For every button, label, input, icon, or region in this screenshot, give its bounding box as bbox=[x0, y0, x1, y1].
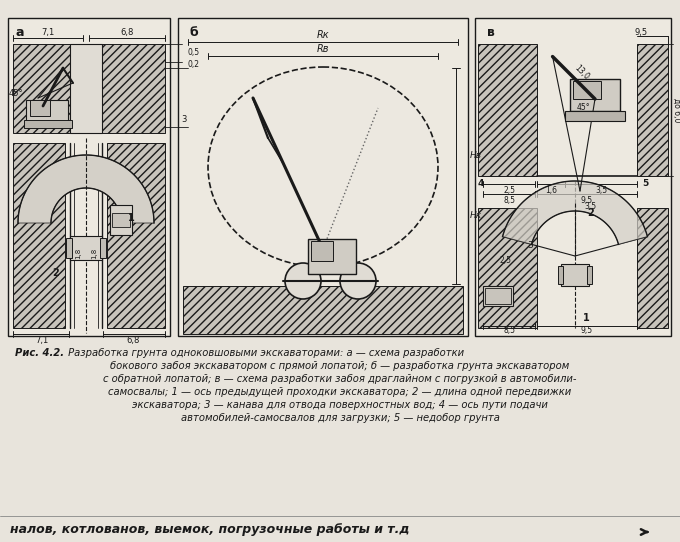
Text: 3: 3 bbox=[182, 114, 187, 124]
Text: 1: 1 bbox=[583, 313, 590, 323]
Text: 13,0: 13,0 bbox=[573, 63, 591, 82]
Polygon shape bbox=[478, 208, 537, 328]
Bar bbox=[558, 266, 563, 284]
Bar bbox=[308, 239, 356, 274]
Text: Нв: Нв bbox=[470, 152, 482, 160]
Polygon shape bbox=[637, 208, 668, 328]
Text: самосвалы; 1 — ось предыдущей проходки экскаватора; 2 — длина одной передвижки: самосвалы; 1 — ось предыдущей проходки э… bbox=[108, 387, 572, 397]
Text: б: б bbox=[190, 26, 199, 39]
Text: Rк: Rк bbox=[317, 30, 329, 40]
Bar bbox=[66, 238, 72, 258]
Polygon shape bbox=[13, 143, 65, 328]
Bar bbox=[475, 18, 671, 336]
Bar bbox=[100, 238, 106, 258]
Bar bbox=[483, 286, 513, 306]
Text: бокового забоя экскаватором с прямой лопатой; б — разработка грунта экскаватором: бокового забоя экскаватором с прямой лоп… bbox=[110, 361, 570, 371]
Bar bbox=[565, 111, 625, 121]
Text: налов, котлованов, выемок, погрузочные работы и т.д: налов, котлованов, выемок, погрузочные р… bbox=[10, 524, 409, 537]
Bar bbox=[112, 213, 130, 227]
Text: Rв: Rв bbox=[317, 44, 329, 54]
Bar bbox=[561, 264, 589, 286]
Polygon shape bbox=[13, 44, 70, 133]
Text: 1,8: 1,8 bbox=[91, 247, 97, 259]
Text: 9,5: 9,5 bbox=[634, 28, 647, 36]
Text: с обратной лопатой; в — схема разработки забоя драглайном с погрузкой в автомоби: с обратной лопатой; в — схема разработки… bbox=[103, 374, 577, 384]
Polygon shape bbox=[637, 44, 668, 176]
Polygon shape bbox=[102, 44, 165, 133]
Text: 9,5: 9,5 bbox=[581, 196, 593, 204]
Bar bbox=[485, 288, 511, 304]
Circle shape bbox=[340, 263, 376, 299]
Polygon shape bbox=[503, 181, 647, 244]
Text: Разработка грунта одноковшовыми экскаваторами: а — схема разработки: Разработка грунта одноковшовыми экскават… bbox=[65, 348, 464, 358]
Text: 4: 4 bbox=[478, 179, 484, 189]
Text: 0,2: 0,2 bbox=[188, 61, 200, 69]
Text: 1,6: 1,6 bbox=[545, 185, 557, 195]
Text: 2,5: 2,5 bbox=[504, 185, 516, 195]
Text: 3: 3 bbox=[527, 242, 533, 250]
Bar bbox=[24, 120, 72, 128]
Text: 3,5: 3,5 bbox=[595, 185, 607, 195]
Bar bbox=[110, 205, 132, 235]
Text: 2,5: 2,5 bbox=[499, 256, 511, 266]
Bar bbox=[8, 18, 170, 336]
Ellipse shape bbox=[208, 67, 438, 267]
Polygon shape bbox=[107, 143, 165, 328]
Text: в: в bbox=[487, 26, 495, 39]
Text: а: а bbox=[16, 26, 24, 39]
Text: автомобилей-самосвалов для загрузки; 5 — недобор грунта: автомобилей-самосвалов для загрузки; 5 —… bbox=[181, 413, 499, 423]
Text: 45°: 45° bbox=[576, 102, 590, 112]
Text: 1,8: 1,8 bbox=[75, 247, 81, 259]
Polygon shape bbox=[183, 286, 463, 334]
Bar bbox=[178, 18, 468, 336]
Text: до 6,0: до 6,0 bbox=[673, 98, 680, 122]
Text: экскаватора; 3 — канава для отвода поверхностных вод; 4 — ось пути подачи: экскаватора; 3 — канава для отвода повер… bbox=[132, 400, 548, 410]
Bar bbox=[587, 266, 592, 284]
Text: 6,8: 6,8 bbox=[126, 337, 140, 345]
Text: 6,8: 6,8 bbox=[120, 28, 134, 36]
Text: 45°: 45° bbox=[9, 88, 23, 98]
Bar bbox=[30, 100, 50, 116]
Text: 8,5: 8,5 bbox=[504, 326, 516, 335]
Text: 8,5: 8,5 bbox=[504, 196, 516, 204]
Text: 2: 2 bbox=[52, 268, 59, 278]
Text: Рис. 4.2.: Рис. 4.2. bbox=[15, 348, 64, 358]
Polygon shape bbox=[478, 44, 537, 176]
Text: 5: 5 bbox=[642, 179, 648, 189]
Text: 7,1: 7,1 bbox=[35, 337, 48, 345]
Bar bbox=[26, 100, 68, 122]
Text: 2: 2 bbox=[587, 208, 594, 218]
Text: 7,1: 7,1 bbox=[41, 28, 54, 36]
Bar bbox=[570, 79, 620, 111]
Text: 3,5: 3,5 bbox=[584, 202, 596, 210]
Bar bbox=[70, 44, 102, 133]
Text: 9,5: 9,5 bbox=[581, 326, 593, 335]
Text: 0,5: 0,5 bbox=[188, 48, 200, 57]
Bar bbox=[311, 241, 333, 261]
Bar bbox=[70, 236, 102, 260]
Circle shape bbox=[285, 263, 321, 299]
Polygon shape bbox=[18, 155, 154, 223]
Text: 1: 1 bbox=[128, 213, 135, 223]
Text: Нк: Нк bbox=[470, 211, 482, 221]
Bar bbox=[573, 81, 601, 99]
